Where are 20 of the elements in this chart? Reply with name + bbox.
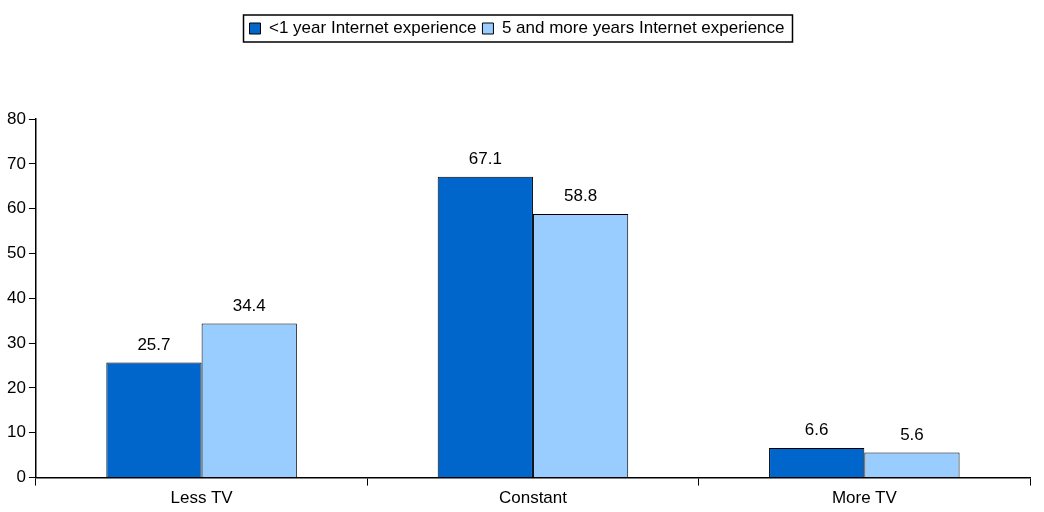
- y-tick-label: 0: [16, 467, 26, 487]
- y-tick-label: 40: [6, 287, 26, 307]
- y-tick-label: 20: [6, 377, 26, 397]
- y-tick-label: 70: [6, 153, 26, 173]
- y-tick-label: 60: [6, 198, 26, 218]
- x-tick-label: Constant: [498, 488, 568, 508]
- legend-label: 5 and more years Internet experience: [501, 18, 785, 38]
- data-label: 67.1: [468, 149, 502, 169]
- y-tick-label: 50: [6, 243, 26, 263]
- x-tick-label: More TV: [831, 488, 898, 508]
- data-label: 34.4: [232, 295, 266, 315]
- data-label: 5.6: [900, 424, 924, 444]
- y-tick-label: 10: [6, 422, 26, 442]
- data-label: 25.7: [137, 334, 171, 354]
- y-tick-label: 80: [6, 108, 26, 128]
- data-label: 6.6: [804, 420, 829, 440]
- data-label: 58.8: [564, 186, 598, 206]
- legend-label: <1 year Internet experience: [269, 18, 477, 38]
- y-tick-label: 30: [6, 332, 26, 352]
- x-tick-label: Less TV: [170, 488, 234, 508]
